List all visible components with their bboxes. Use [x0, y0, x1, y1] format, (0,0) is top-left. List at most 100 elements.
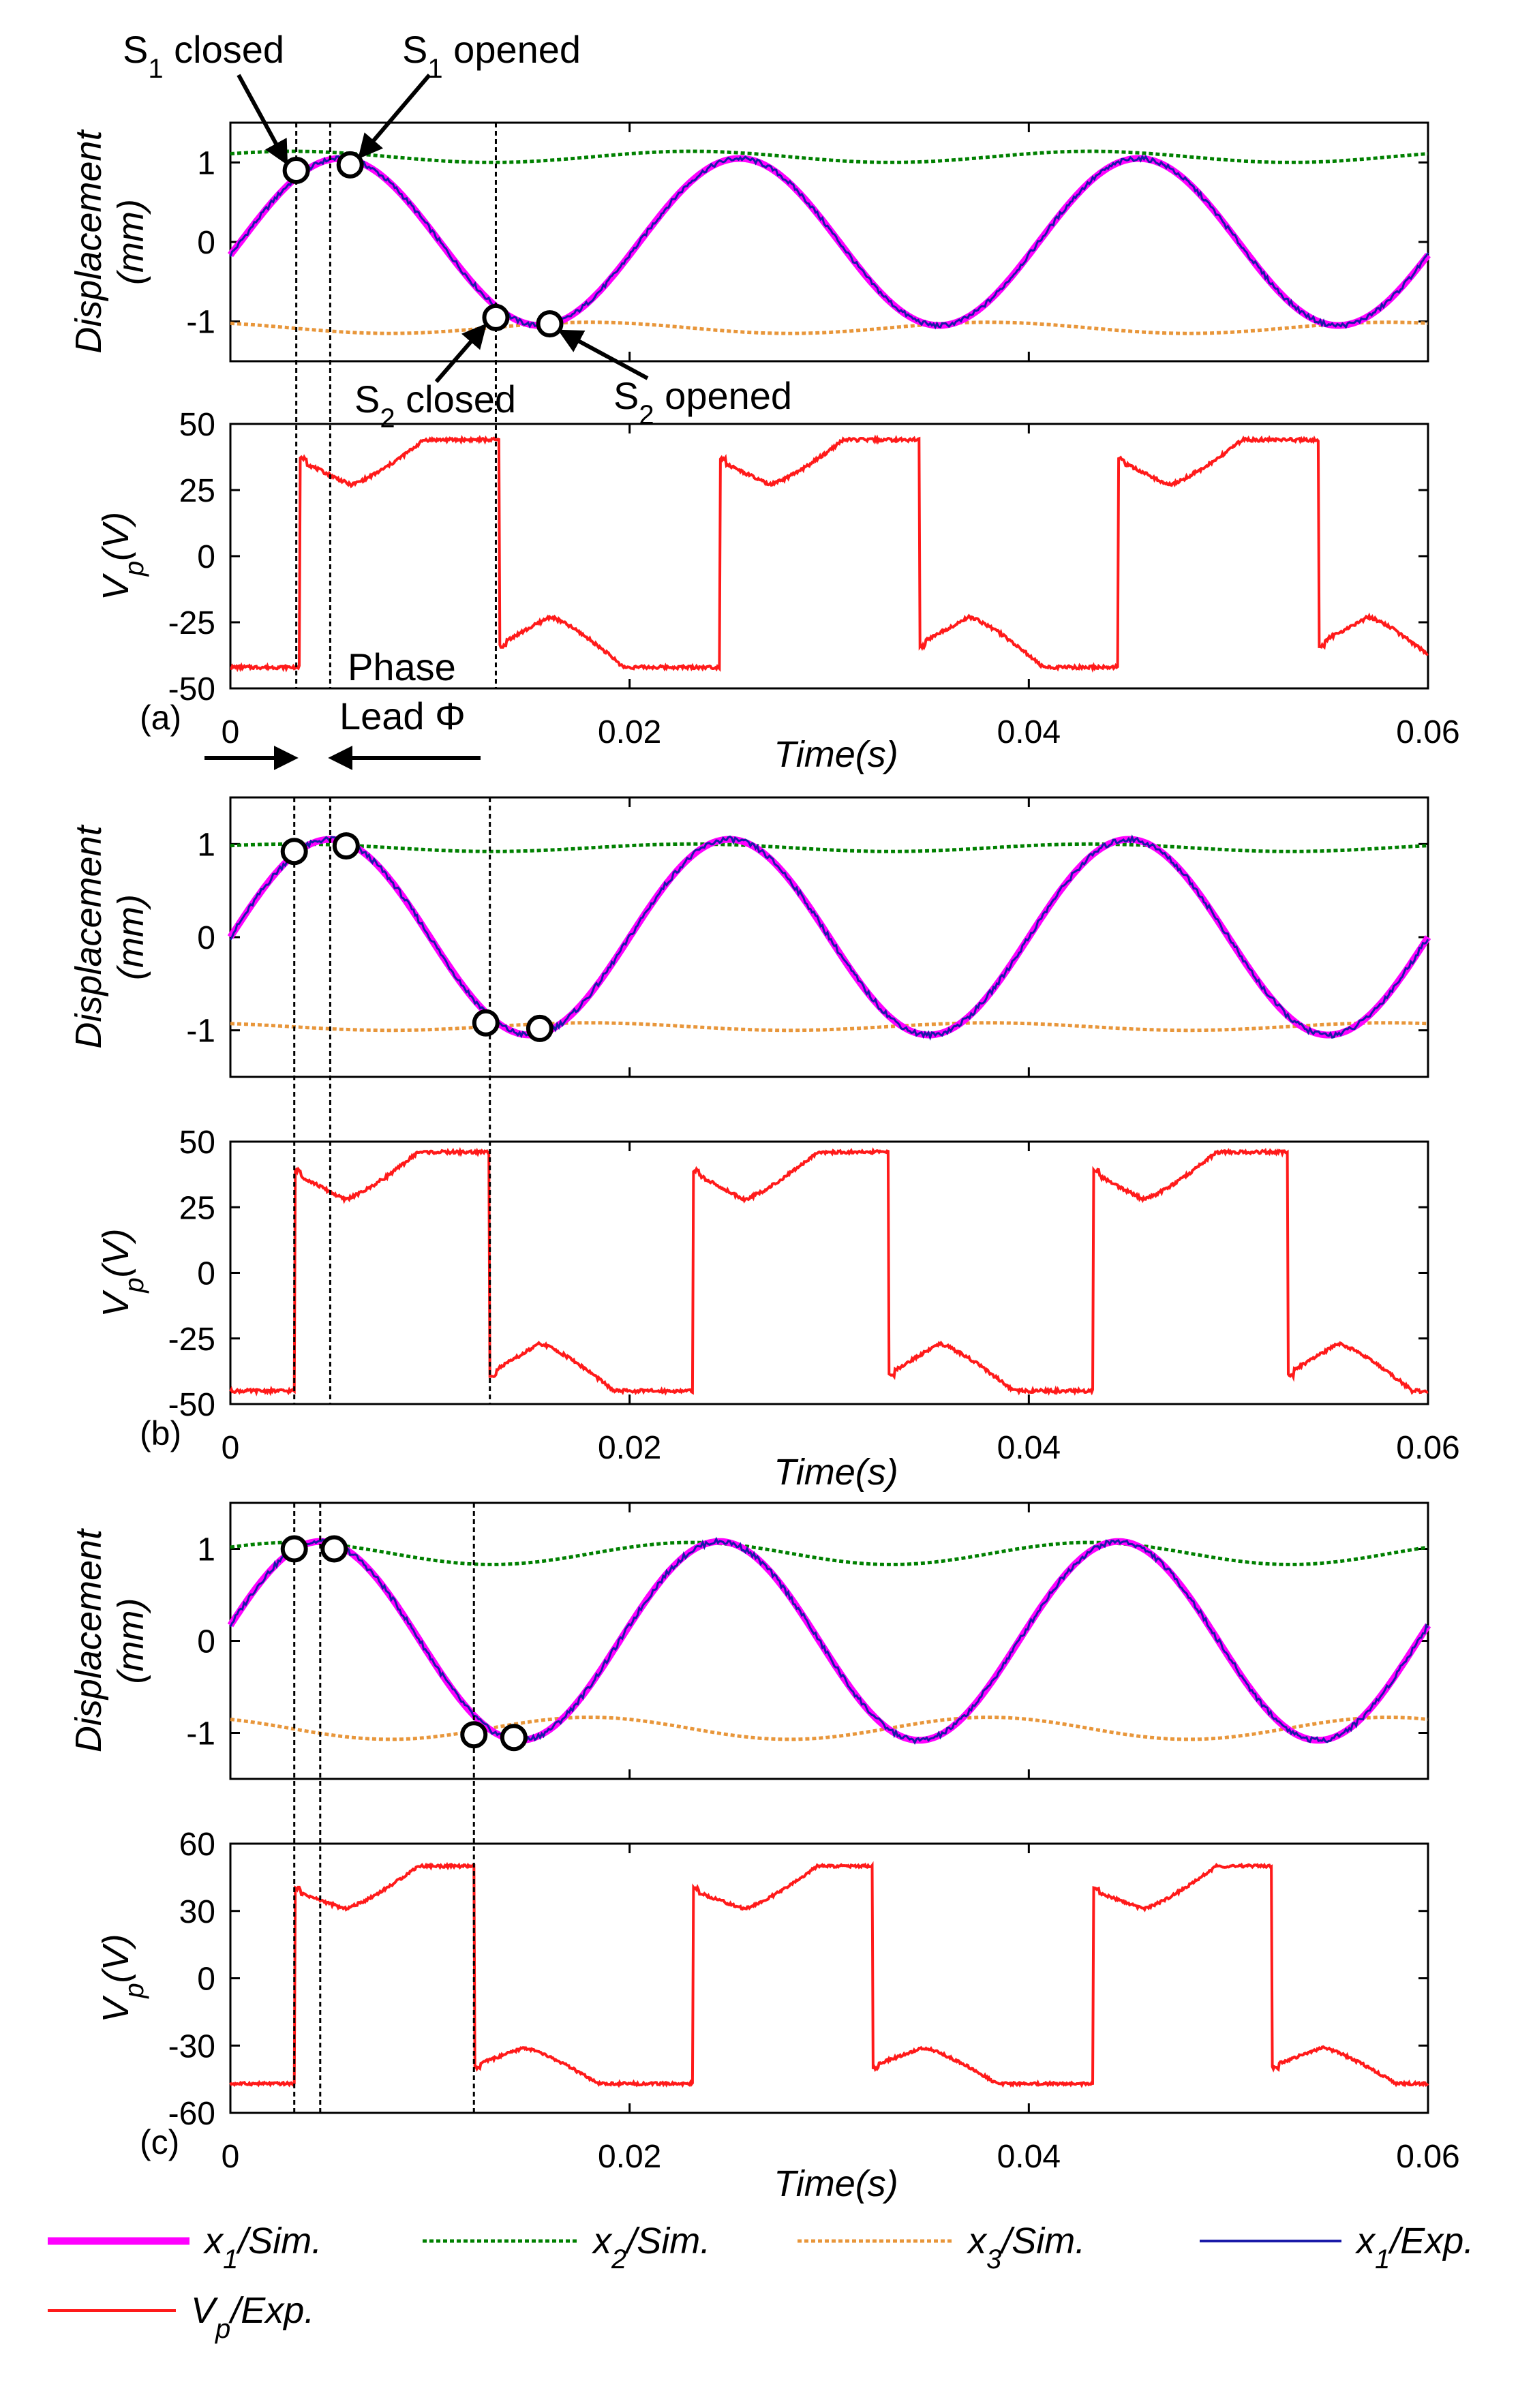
s1-opened-label-part: opened [443, 28, 581, 71]
x1-sim-line [227, 1538, 1431, 1744]
legend-label-part: x [966, 2221, 988, 2261]
x-tick-label: 0 [222, 2139, 240, 2175]
s1-closed-label-part: 1 [148, 54, 163, 84]
switch-marker [336, 151, 364, 179]
legend-label-part: /Sim. [235, 2221, 322, 2261]
legend-label-part: x [591, 2221, 613, 2261]
x2-sim-line [230, 149, 1429, 164]
legend-label-x2_sim: x2/Sim. [591, 2221, 710, 2274]
vp-ylabel-part: V [95, 1290, 136, 1317]
vp-ylabel: Vp(V) [95, 512, 149, 600]
s2-opened-label-part: opened [654, 374, 792, 417]
panel-a: -1 0 1 Displacement (mm) -50 -25 0 25 50 0 0.02 0.04… [68, 121, 1460, 775]
x-tick-label: 0.04 [997, 2139, 1061, 2175]
y-tick-label: -50 [168, 671, 215, 707]
switch-marker [460, 1721, 488, 1749]
y-tick-label: 1 [197, 145, 215, 181]
vp-ylabel: Vp(V) [95, 1934, 149, 2022]
panel-tag: (b) [140, 1414, 181, 1452]
vp-exp-line [230, 434, 1429, 673]
displacement-ylabel: Displacement [68, 824, 109, 1048]
y-tick-label: 1 [197, 1532, 215, 1568]
s2-opened-label: S2 opened [613, 374, 792, 430]
legend-label-part: x [1354, 2221, 1376, 2261]
legend-label-vp_exp: Vp/Exp. [191, 2290, 314, 2344]
legend-label-part: 2 [611, 2244, 626, 2274]
switch-marker [280, 1535, 308, 1563]
panel-b: -1 0 1 Displacement (mm) -50 -25 0 25 50 0 0.02 0.04… [68, 796, 1460, 1493]
vp-exp-line [229, 1146, 1429, 1397]
s2-closed-label-part: 2 [380, 403, 395, 433]
s1-closed-label-part: closed [164, 28, 284, 71]
y-tick-label: 0 [197, 539, 215, 575]
y-tick-label: 0 [197, 1962, 215, 1998]
displacement-ylabel-unit: (mm) [110, 199, 151, 285]
vp-ylabel: Vp(V) [95, 1228, 149, 1317]
x1-exp-line [229, 154, 1429, 330]
legend: x1/Sim. x2/Sim. x3/Sim. x1/Exp.Vp/Exp. [48, 2221, 1474, 2344]
s1-opened-arrow [358, 74, 431, 159]
switch-marker [472, 1009, 500, 1037]
vp-axes-box [229, 1140, 1429, 1405]
x-tick-label: 0.02 [598, 2139, 661, 2175]
legend-label-x1_exp: x1/Exp. [1354, 2221, 1474, 2274]
y-tick-label: 0 [197, 920, 215, 956]
y-tick-label: 0 [197, 225, 215, 261]
switch-marker [280, 838, 308, 866]
s1-opened-label-part: 1 [427, 54, 442, 84]
legend-label-part: /Sim. [999, 2221, 1085, 2261]
y-tick-label: 25 [179, 473, 215, 509]
y-tick-label: -60 [168, 2096, 215, 2132]
y-tick-label: -30 [168, 2028, 215, 2064]
switch-marker [526, 1014, 553, 1042]
x-axis-label: Time(s) [774, 734, 898, 775]
legend-label-part: V [191, 2290, 219, 2331]
y-tick-label: -25 [168, 1322, 215, 1358]
vp-ylabel-part: p [119, 561, 149, 577]
x1-sim-line [228, 155, 1431, 329]
x3-sim-line [230, 1716, 1429, 1741]
displacement-ylabel: Displacement [68, 129, 109, 353]
x3-sim-line [230, 320, 1429, 335]
displacement-ylabel: Displacement [68, 1528, 109, 1752]
legend-label-part: 1 [223, 2244, 238, 2274]
vp-ylabel-part: (V) [95, 1934, 136, 1983]
x-axis-label: Time(s) [774, 2163, 898, 2204]
s1-closed-arrow [237, 74, 288, 166]
y-tick-label: 25 [179, 1190, 215, 1226]
x-tick-label: 0.06 [1396, 2139, 1459, 2175]
legend-label-x1_sim: x1/Sim. [202, 2221, 322, 2274]
y-tick-label: 50 [179, 1125, 215, 1161]
y-tick-label: 60 [179, 1827, 215, 1863]
switch-marker [482, 303, 510, 331]
y-tick-label: 0 [197, 1256, 215, 1292]
s1-opened-label-part: S [402, 28, 427, 71]
legend-label-part: x [202, 2221, 224, 2261]
s2-closed-label: S2 closed [354, 378, 516, 433]
s1-closed-label-part: S [123, 28, 148, 71]
vp-ylabel-part: V [95, 1995, 136, 2023]
y-tick-label: -1 [186, 1716, 215, 1752]
switch-marker [500, 1724, 528, 1752]
x2-sim-line [230, 1540, 1429, 1566]
x-tick-label: 0.02 [598, 1430, 661, 1466]
x-tick-label: 0.04 [997, 1430, 1061, 1466]
vp-ylabel-part: (V) [95, 512, 136, 561]
s2-opened-label-part: S [613, 374, 639, 417]
panel-c: -1 0 1 Displacement (mm) -60 -30 0 30 60 0 0.02 0.04… [68, 1502, 1460, 2204]
x1-exp-line [229, 1536, 1429, 1746]
displacement-ylabel-unit: (mm) [110, 1598, 151, 1684]
x-tick-label: 0.04 [997, 714, 1061, 750]
x-tick-label: 0.02 [598, 714, 661, 750]
vp-exp-line [229, 1861, 1429, 2088]
panel-tag: (c) [140, 2123, 179, 2161]
x-tick-label: 0.06 [1396, 714, 1459, 750]
vp-ylabel-part: (V) [95, 1228, 136, 1277]
x3-sim-line [230, 1021, 1429, 1033]
x-axis-label: Time(s) [774, 1452, 898, 1493]
y-tick-label: -50 [168, 1387, 215, 1423]
s1-opened-label: S1 opened [402, 28, 581, 84]
x-tick-label: 0.06 [1396, 1430, 1459, 1466]
panel-tag: (a) [140, 699, 181, 737]
